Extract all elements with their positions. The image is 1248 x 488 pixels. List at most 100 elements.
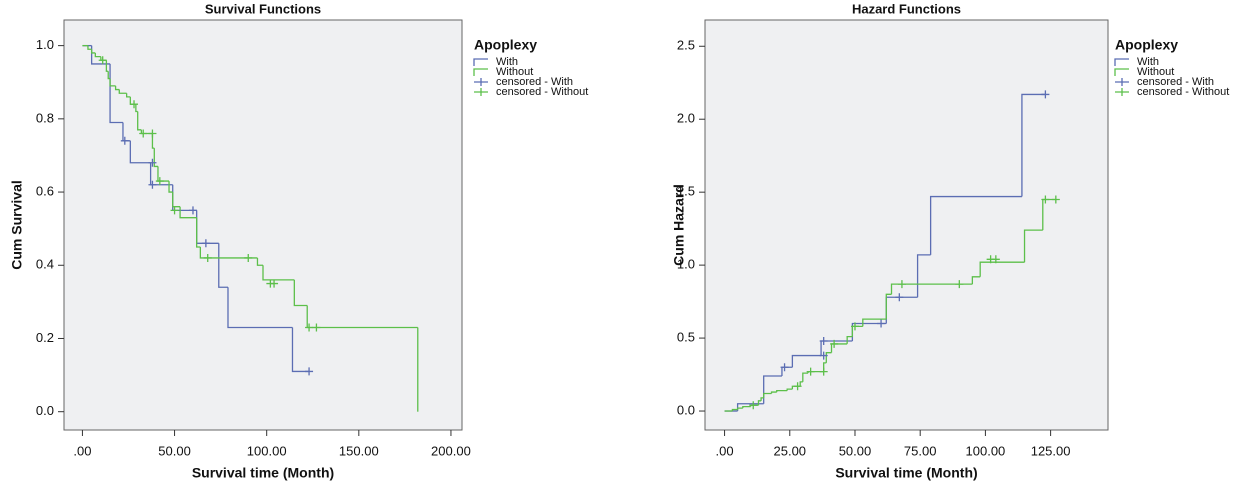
censored-mark: [155, 177, 164, 186]
step-segment: [971, 276, 981, 285]
step-segment: [979, 261, 1025, 277]
legend-symbol: [473, 58, 488, 66]
censored-mark: [819, 336, 828, 345]
censored-mark: [312, 323, 321, 332]
y-tick-label: 1.0: [36, 37, 54, 52]
y-tick-label: 0.6: [36, 183, 54, 198]
legend-label: With: [496, 56, 518, 68]
step-segment: [757, 400, 762, 406]
step-segment: [929, 195, 1022, 255]
y-axis-label: Cum Hazard: [671, 184, 687, 266]
step-segment: [776, 389, 788, 393]
step-segment: [199, 246, 258, 259]
x-tick-label: .00: [73, 443, 91, 458]
legend-label: censored - With: [496, 76, 573, 88]
chart-panel: Survival Functions Survival time (Month) C…: [9, 1, 589, 480]
censored-mark: [793, 382, 802, 391]
censored-mark: [1041, 195, 1050, 204]
legend-label: With: [1137, 56, 1159, 68]
step-segment: [1023, 229, 1043, 263]
legend-label: Without: [496, 66, 533, 78]
step-segment: [262, 265, 295, 281]
step-segment: [791, 354, 822, 368]
x-tick-label: 75.00: [904, 443, 937, 458]
step-segment: [137, 111, 142, 131]
step-segment: [90, 49, 96, 54]
plot-area: [63, 19, 463, 431]
step-segment: [763, 392, 772, 398]
step-segment: [107, 71, 111, 80]
step-segment: [114, 85, 120, 91]
step-segment: [109, 78, 116, 87]
censored-mark: [895, 293, 904, 302]
censored-mark: [148, 180, 157, 189]
y-axis-label: Cum Survival: [9, 180, 25, 269]
step-segment: [94, 52, 101, 58]
censored-mark: [819, 351, 828, 360]
censored-mark: [850, 322, 859, 331]
legend-symbol: [1115, 78, 1129, 86]
censored-mark: [955, 280, 964, 289]
step-segment: [179, 206, 197, 219]
y-tick-label: 0.5: [677, 330, 695, 345]
y-tick-label: 1.0: [677, 257, 695, 272]
step-segment: [172, 192, 181, 208]
legend-symbol: [1114, 68, 1129, 76]
step-segment: [129, 140, 151, 164]
legend-title: Apoplexy: [1115, 37, 1178, 53]
x-tick-label: 150.00: [339, 443, 379, 458]
y-tick-label: 2.0: [677, 111, 695, 126]
step-segment: [196, 217, 201, 248]
y-tick-label: 0.8: [36, 110, 54, 125]
legend-label: censored - With: [1137, 76, 1214, 88]
step-segment: [742, 406, 751, 409]
x-tick-label: .00: [716, 443, 734, 458]
legend-symbol: [474, 88, 488, 96]
legend-symbol: [1114, 58, 1129, 66]
chart-title: Survival Functions: [205, 1, 321, 16]
step-segment: [731, 408, 738, 412]
censored-mark: [1051, 195, 1060, 204]
y-tick-label: 0.0: [36, 403, 54, 418]
step-segment: [293, 279, 308, 307]
censored-mark: [148, 158, 157, 167]
legend-symbol: [474, 78, 488, 86]
censored-mark: [170, 206, 179, 215]
step-segment: [87, 45, 92, 50]
x-axis-label: Survival time (Month): [192, 465, 334, 481]
step-segment: [118, 89, 127, 94]
legend-label: censored - Without: [1137, 86, 1229, 98]
step-segment: [227, 287, 293, 329]
step-segment: [890, 283, 973, 295]
censored-mark: [806, 367, 815, 376]
step-segment: [736, 407, 743, 410]
censored-mark: [130, 100, 139, 109]
step-segment: [256, 257, 263, 266]
step-segment: [846, 335, 853, 344]
legend-symbol: [1115, 88, 1129, 96]
step-segment: [291, 327, 310, 373]
x-tick-label: 100.00: [247, 443, 287, 458]
y-tick-label: 0.0: [677, 402, 695, 417]
y-tick-label: 0.4: [36, 257, 54, 272]
legend-symbol: [473, 68, 488, 76]
censored-mark: [749, 401, 758, 410]
x-tick-label: 100.00: [966, 443, 1006, 458]
chart-panel: Hazard Functions Survival time (Month) Cum…: [671, 1, 1230, 480]
step-segment: [125, 93, 131, 98]
censored-mark: [897, 280, 906, 289]
censored-mark: [203, 253, 212, 262]
x-tick-label: 200.00: [431, 443, 471, 458]
y-tick-label: 2.5: [677, 38, 695, 53]
censored-mark: [877, 319, 886, 328]
step-segment: [916, 254, 931, 298]
censored-mark: [98, 56, 107, 65]
x-tick-label: 50.00: [158, 443, 191, 458]
censored-mark: [305, 323, 314, 332]
step-segment: [802, 372, 809, 382]
step-segment: [770, 391, 777, 394]
legend-title: Apoplexy: [474, 37, 537, 53]
step-segment: [1021, 93, 1046, 197]
